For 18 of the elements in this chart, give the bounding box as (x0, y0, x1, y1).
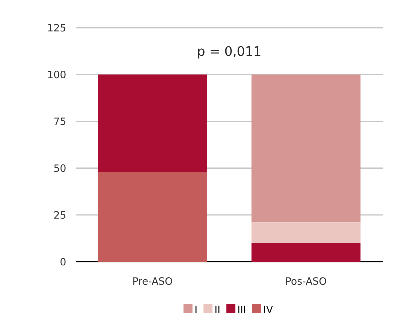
y-tick-label: 100 (48, 71, 66, 79)
x-tick-label: Pre-ASO (134, 278, 172, 286)
y-tick-label: 75 (54, 118, 66, 126)
bar (252, 222, 361, 244)
legend-label: IV (264, 306, 274, 314)
legend-label: II (216, 306, 220, 314)
legend-label: I (196, 306, 197, 314)
y-tick-label: 25 (54, 211, 66, 219)
y-tick-label: 50 (54, 164, 66, 172)
annotation: p = 0,011 (198, 46, 261, 59)
x-tick-label: Pos-ASO (286, 278, 326, 286)
y-tick-label: 0 (60, 258, 66, 266)
bar (252, 74, 361, 223)
bar (98, 74, 208, 172)
y-tick-label: 125 (48, 24, 66, 32)
bar (98, 172, 208, 262)
bar (252, 243, 361, 262)
legend-label: III (238, 306, 246, 314)
